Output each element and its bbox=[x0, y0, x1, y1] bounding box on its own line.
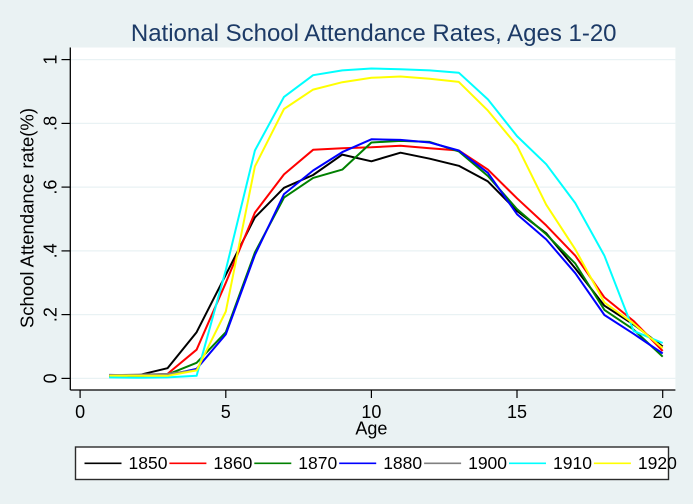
svg-text:1860: 1860 bbox=[213, 453, 252, 473]
svg-text:15: 15 bbox=[507, 402, 527, 422]
svg-text:1920: 1920 bbox=[638, 453, 677, 473]
svg-text:1: 1 bbox=[41, 55, 61, 65]
svg-text:1910: 1910 bbox=[553, 453, 592, 473]
svg-text:1900: 1900 bbox=[468, 453, 507, 473]
svg-text:5: 5 bbox=[221, 402, 231, 422]
svg-text:0: 0 bbox=[41, 373, 61, 383]
svg-text:Age: Age bbox=[355, 419, 387, 439]
svg-text:.4: .4 bbox=[41, 243, 61, 258]
svg-text:1880: 1880 bbox=[383, 453, 422, 473]
svg-text:1850: 1850 bbox=[129, 453, 168, 473]
svg-text:0: 0 bbox=[75, 402, 85, 422]
svg-text:School Attendance rate(%): School Attendance rate(%) bbox=[17, 108, 38, 328]
svg-text:National School Attendance Rat: National School Attendance Rates, Ages 1… bbox=[131, 20, 617, 47]
svg-text:1870: 1870 bbox=[298, 453, 337, 473]
svg-text:.6: .6 bbox=[41, 180, 61, 195]
svg-text:.2: .2 bbox=[41, 307, 61, 322]
svg-text:10: 10 bbox=[361, 402, 381, 422]
svg-text:20: 20 bbox=[653, 402, 673, 422]
svg-text:.8: .8 bbox=[41, 116, 61, 131]
